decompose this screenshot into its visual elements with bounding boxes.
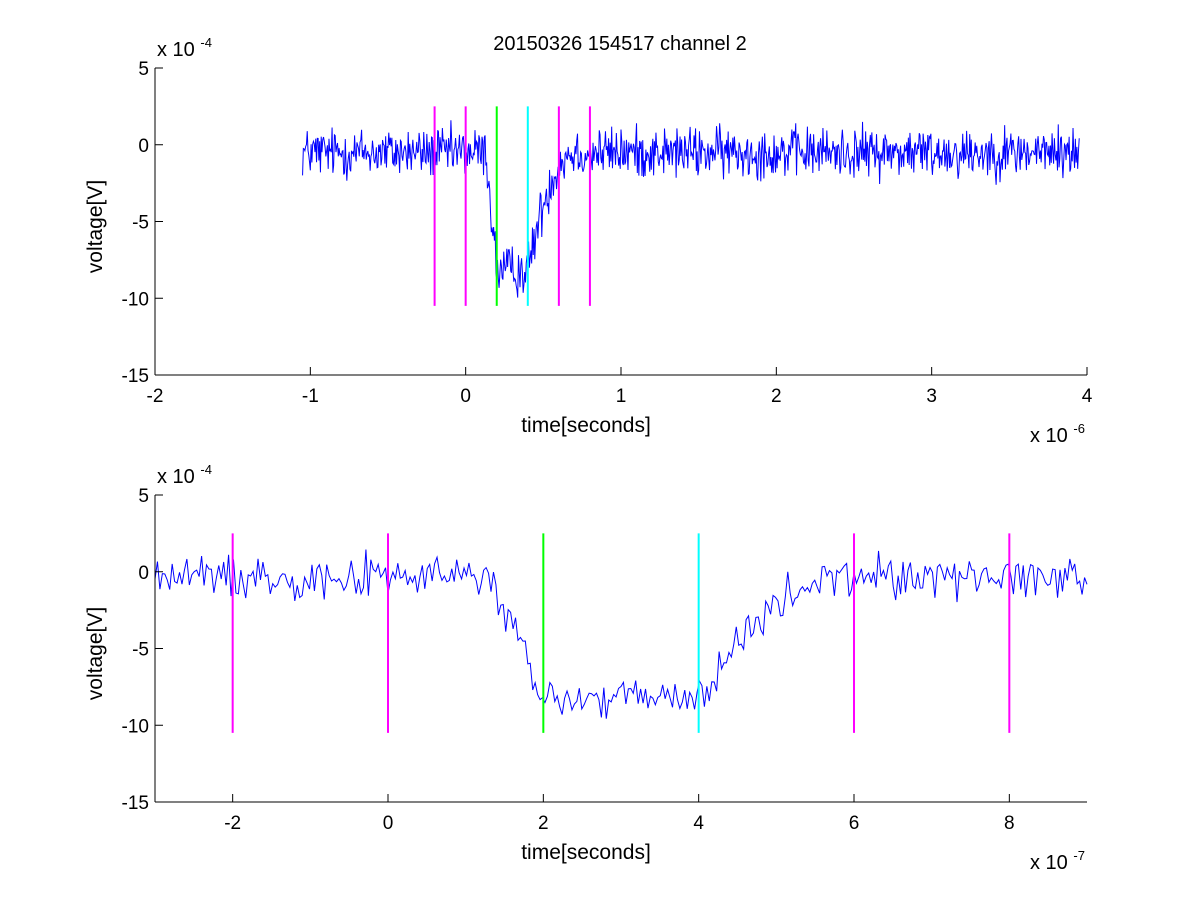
- x-axis-label: time[seconds]: [521, 414, 651, 437]
- x-tick-label: -2: [224, 813, 241, 834]
- y-tick-label: -10: [122, 716, 149, 737]
- x-axis-label: time[seconds]: [521, 841, 651, 864]
- y-tick-label: -5: [132, 213, 149, 234]
- y-tick-label: 0: [138, 136, 149, 157]
- x-tick-label: 8: [1004, 813, 1015, 834]
- y-tick-label: 0: [138, 563, 149, 584]
- figure-title: 20150326 154517 channel 2: [493, 33, 747, 55]
- x-tick-label: 4: [693, 813, 704, 834]
- y-tick-label: -10: [122, 289, 149, 310]
- x-tick-label: 4: [1082, 386, 1093, 407]
- y-exponent-power: -4: [200, 462, 212, 477]
- y-tick-label: -5: [132, 640, 149, 661]
- x-tick-label: 2: [771, 386, 782, 407]
- x-exponent-power: -7: [1073, 848, 1085, 863]
- y-axis-label: voltage[V]: [84, 607, 107, 700]
- x-exponent-power: -6: [1073, 421, 1085, 436]
- x-tick-label: -1: [302, 386, 319, 407]
- signal-trace: [302, 120, 1080, 298]
- x-tick-label: 0: [383, 813, 394, 834]
- y-tick-label: 5: [138, 59, 149, 80]
- x-tick-label: 0: [460, 386, 471, 407]
- signal-trace: [154, 549, 1088, 719]
- y-tick-label: 5: [138, 486, 149, 507]
- x-tick-label: -2: [147, 386, 164, 407]
- x-tick-label: 6: [849, 813, 860, 834]
- x-tick-label: 2: [538, 813, 549, 834]
- y-exponent-power: -4: [200, 35, 212, 50]
- x-tick-label: 1: [616, 386, 627, 407]
- y-axis-label: voltage[V]: [84, 180, 107, 273]
- x-tick-label: 3: [926, 386, 937, 407]
- y-tick-label: -15: [122, 366, 149, 387]
- y-tick-label: -15: [122, 793, 149, 814]
- bottom-panel: -2 0 2 4 6 8 -15 -10 -5 0 5 time[seconds] voltage[V]…: [84, 462, 1088, 874]
